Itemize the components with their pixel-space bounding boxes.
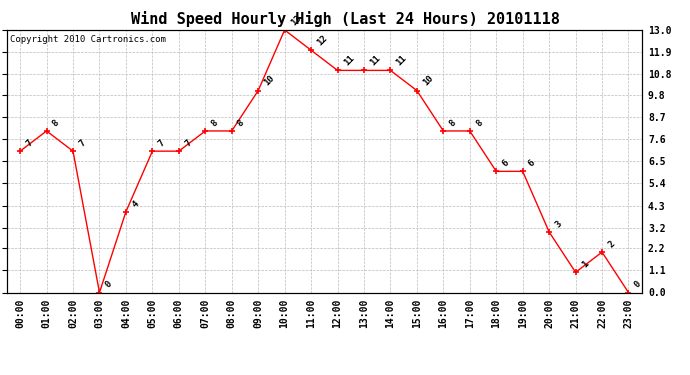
- Text: Wind Speed Hourly High (Last 24 Hours) 20101118: Wind Speed Hourly High (Last 24 Hours) 2…: [130, 11, 560, 27]
- Text: 8: 8: [448, 118, 457, 128]
- Text: 0: 0: [633, 279, 643, 290]
- Text: 7: 7: [77, 138, 88, 148]
- Text: 8: 8: [210, 118, 219, 128]
- Text: 7: 7: [157, 138, 167, 148]
- Text: 6: 6: [527, 158, 537, 169]
- Text: 8: 8: [474, 118, 484, 128]
- Text: 0: 0: [104, 279, 114, 290]
- Text: 11: 11: [342, 54, 355, 68]
- Text: 13: 13: [289, 13, 303, 27]
- Text: 4: 4: [130, 199, 140, 209]
- Text: 7: 7: [24, 138, 34, 148]
- Text: 2: 2: [607, 239, 616, 249]
- Text: 10: 10: [262, 74, 276, 88]
- Text: 11: 11: [395, 54, 408, 68]
- Text: 3: 3: [553, 219, 564, 229]
- Text: 7: 7: [183, 138, 193, 148]
- Text: Copyright 2010 Cartronics.com: Copyright 2010 Cartronics.com: [10, 35, 166, 44]
- Text: 1: 1: [580, 260, 590, 270]
- Text: 10: 10: [421, 74, 435, 88]
- Text: 6: 6: [500, 158, 511, 169]
- Text: 12: 12: [315, 33, 329, 47]
- Text: 8: 8: [51, 118, 61, 128]
- Text: 11: 11: [368, 54, 382, 68]
- Text: 8: 8: [236, 118, 246, 128]
